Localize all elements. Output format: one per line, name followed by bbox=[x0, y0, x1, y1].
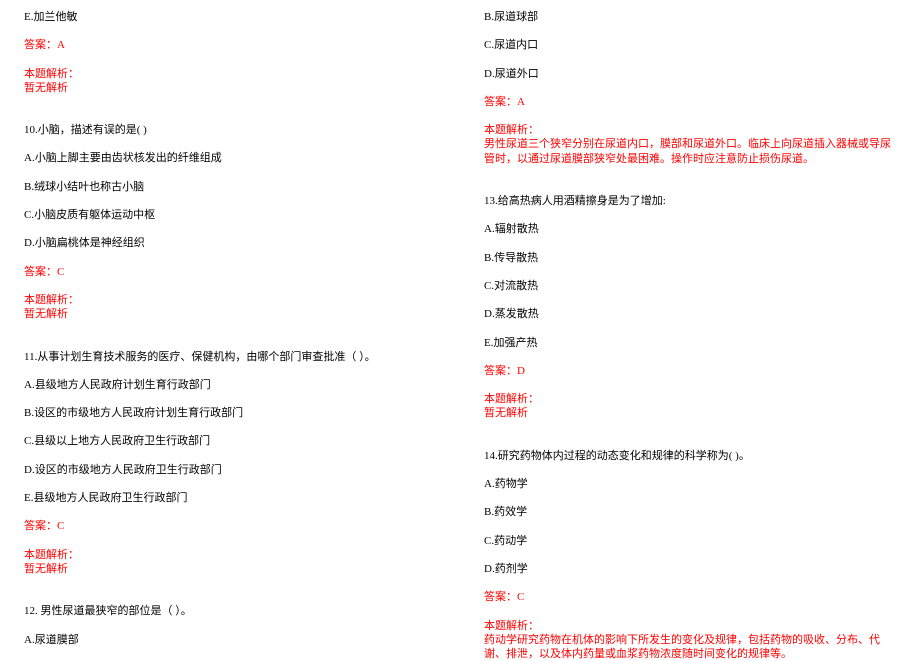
q13-option-c: C.对流散热 bbox=[484, 279, 896, 293]
q10-option-a: A.小脑上脚主要由齿状核发出的纤维组成 bbox=[24, 151, 436, 165]
q12-option-a: A.尿道膜部 bbox=[24, 633, 436, 647]
q14-explain-label: 本题解析： bbox=[484, 619, 896, 633]
q11-option-c: C.县级以上地方人民政府卫生行政部门 bbox=[24, 434, 436, 448]
q13-explain-text: 暂无解析 bbox=[484, 406, 896, 420]
q14-option-a: A.药物学 bbox=[484, 477, 896, 491]
q10-option-b: B.绒球小结叶也称古小脑 bbox=[24, 180, 436, 194]
q10-explain-label: 本题解析： bbox=[24, 293, 436, 307]
q10-answer: 答案：C bbox=[24, 265, 436, 279]
q14-option-d: D.药剂学 bbox=[484, 562, 896, 576]
q13-option-d: D.蒸发散热 bbox=[484, 307, 896, 321]
q12-explain-label: 本题解析： bbox=[484, 123, 896, 137]
q12-option-d: D.尿道外口 bbox=[484, 67, 896, 81]
q11-option-a: A.县级地方人民政府计划生育行政部门 bbox=[24, 378, 436, 392]
q13-option-a: A.辐射散热 bbox=[484, 222, 896, 236]
q12-option-c: C.尿道内口 bbox=[484, 38, 896, 52]
q11-explain-text: 暂无解析 bbox=[24, 562, 436, 576]
q13-stem: 13.给高热病人用酒精擦身是为了增加: bbox=[484, 194, 896, 208]
q11-explain-label: 本题解析： bbox=[24, 548, 436, 562]
q13-answer: 答案：D bbox=[484, 364, 896, 378]
q9-explain-label: 本题解析： bbox=[24, 67, 436, 81]
q10-explain-text: 暂无解析 bbox=[24, 307, 436, 321]
q13-option-b: B.传导散热 bbox=[484, 251, 896, 265]
q11-option-e: E.县级地方人民政府卫生行政部门 bbox=[24, 491, 436, 505]
q14-option-c: C.药动学 bbox=[484, 534, 896, 548]
q12-stem: 12. 男性尿道最狭窄的部位是（ ）。 bbox=[24, 604, 436, 618]
right-column: B.尿道球部 C.尿道内口 D.尿道外口 答案：A 本题解析： 男性尿道三个狭窄… bbox=[484, 10, 896, 641]
q14-stem: 14.研究药物体内过程的动态变化和规律的科学称为( )。 bbox=[484, 449, 896, 463]
q10-option-c: C.小脑皮质有躯体运动中枢 bbox=[24, 208, 436, 222]
q11-answer: 答案：C bbox=[24, 519, 436, 533]
left-column: E.加兰他敏 答案：A 本题解析： 暂无解析 10.小脑，描述有误的是( ) A… bbox=[24, 10, 436, 641]
q11-option-b: B.设区的市级地方人民政府计划生育行政部门 bbox=[24, 406, 436, 420]
q9-answer: 答案：A bbox=[24, 38, 436, 52]
q14-answer: 答案：C bbox=[484, 590, 896, 604]
q12-answer: 答案：A bbox=[484, 95, 896, 109]
q13-option-e: E.加强产热 bbox=[484, 336, 896, 350]
q11-stem: 11.从事计划生育技术服务的医疗、保健机构，由哪个部门审查批准（ ）。 bbox=[24, 350, 436, 364]
q13-explain-label: 本题解析： bbox=[484, 392, 896, 406]
q12-explain-text: 男性尿道三个狭窄分别在尿道内口，膜部和尿道外口。临床上向尿道插入器械或导尿管时，… bbox=[484, 137, 896, 166]
q9-explain-text: 暂无解析 bbox=[24, 81, 436, 95]
q9-option-e: E.加兰他敏 bbox=[24, 10, 436, 24]
q11-option-d: D.设区的市级地方人民政府卫生行政部门 bbox=[24, 463, 436, 477]
q14-option-b: B.药效学 bbox=[484, 505, 896, 519]
q10-option-d: D.小脑扁桃体是神经组织 bbox=[24, 236, 436, 250]
q12-option-b: B.尿道球部 bbox=[484, 10, 896, 24]
q10-stem: 10.小脑，描述有误的是( ) bbox=[24, 123, 436, 137]
q14-explain-text: 药动学研究药物在机体的影响下所发生的变化及规律，包括药物的吸收、分布、代谢、排泄… bbox=[484, 633, 896, 661]
